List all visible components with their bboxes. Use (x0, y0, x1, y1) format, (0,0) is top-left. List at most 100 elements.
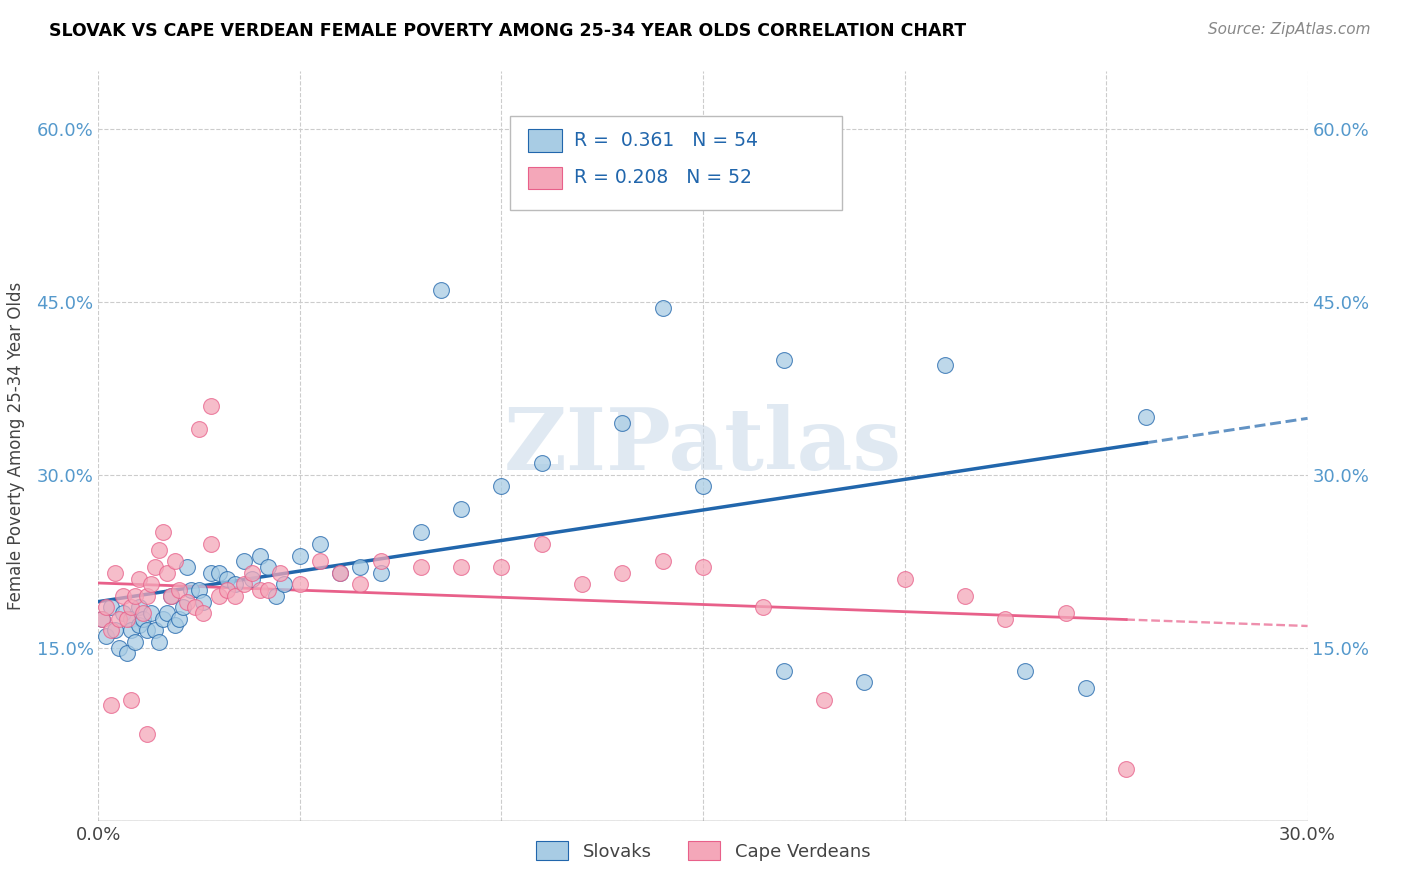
Point (200, 399, 222, 413)
Point (111, 589, 134, 603)
Point (200, 566, 222, 580)
Point (163, 554, 186, 568)
Point (1054, 606, 1077, 620)
Point (752, 600, 775, 615)
Point (1135, 410, 1157, 425)
Point (571, 577, 593, 591)
Point (193, 594, 215, 608)
Point (208, 589, 231, 603)
Point (217, 572, 239, 586)
Point (188, 583, 211, 598)
Text: R =  0.361   N = 54: R = 0.361 N = 54 (574, 131, 758, 150)
Point (188, 422, 211, 436)
Point (240, 566, 263, 580)
Point (232, 577, 254, 591)
Point (450, 502, 472, 516)
Point (180, 583, 202, 598)
Point (224, 589, 246, 603)
Point (491, 560, 513, 574)
Point (994, 612, 1017, 626)
Point (120, 692, 142, 706)
Point (156, 566, 179, 580)
Point (692, 560, 714, 574)
Point (692, 479, 714, 493)
Point (193, 606, 215, 620)
Point (491, 479, 513, 493)
Point (232, 554, 254, 568)
Point (139, 606, 162, 620)
FancyBboxPatch shape (527, 167, 561, 189)
Point (91, 612, 114, 626)
Point (409, 525, 432, 540)
Point (249, 549, 271, 563)
Point (249, 583, 271, 598)
Point (132, 606, 155, 620)
Point (135, 624, 157, 638)
Point (100, 698, 122, 713)
FancyBboxPatch shape (527, 129, 561, 152)
Point (143, 560, 166, 574)
Point (934, 359, 956, 373)
Point (128, 600, 150, 615)
Text: R = 0.208   N = 52: R = 0.208 N = 52 (574, 169, 751, 187)
Point (953, 589, 976, 603)
Point (813, 692, 835, 706)
Point (530, 456, 553, 470)
Point (224, 577, 246, 591)
Point (167, 583, 190, 598)
Point (430, 284, 453, 298)
Point (349, 560, 371, 574)
Point (152, 612, 174, 626)
Point (651, 554, 673, 568)
Point (288, 577, 311, 591)
Point (349, 577, 371, 591)
Point (256, 583, 278, 598)
Point (1074, 681, 1097, 695)
Point (135, 589, 157, 603)
Point (240, 572, 263, 586)
Point (148, 542, 170, 557)
Point (184, 600, 207, 615)
Point (156, 606, 179, 620)
Point (124, 589, 146, 603)
Legend: Slovaks, Cape Verdeans: Slovaks, Cape Verdeans (529, 834, 877, 868)
Point (148, 635, 170, 649)
Point (128, 572, 150, 586)
Point (409, 560, 432, 574)
Text: SLOVAK VS CAPE VERDEAN FEMALE POVERTY AMONG 25-34 YEAR OLDS CORRELATION CHART: SLOVAK VS CAPE VERDEAN FEMALE POVERTY AM… (49, 22, 966, 40)
Point (893, 572, 915, 586)
Point (309, 537, 332, 551)
Point (152, 525, 174, 540)
Point (115, 612, 138, 626)
Point (96, 629, 118, 643)
Point (288, 549, 311, 563)
Point (450, 560, 472, 574)
Point (120, 624, 142, 638)
Point (772, 352, 794, 367)
Point (853, 675, 876, 690)
Point (200, 537, 222, 551)
Point (309, 554, 332, 568)
Point (269, 566, 291, 580)
Point (107, 612, 129, 626)
Point (107, 640, 129, 655)
Point (651, 301, 673, 315)
Point (163, 617, 186, 632)
Point (612, 416, 634, 430)
Point (132, 612, 155, 626)
Point (143, 624, 166, 638)
Point (167, 612, 190, 626)
Point (160, 589, 183, 603)
Point (100, 624, 122, 638)
Point (1014, 664, 1036, 678)
Point (329, 566, 352, 580)
FancyBboxPatch shape (509, 116, 842, 210)
Point (139, 577, 162, 591)
Point (135, 727, 157, 741)
Point (96, 600, 118, 615)
Point (111, 606, 134, 620)
Point (510, 151, 533, 165)
Point (208, 566, 231, 580)
Point (1115, 762, 1137, 776)
Point (176, 560, 198, 574)
